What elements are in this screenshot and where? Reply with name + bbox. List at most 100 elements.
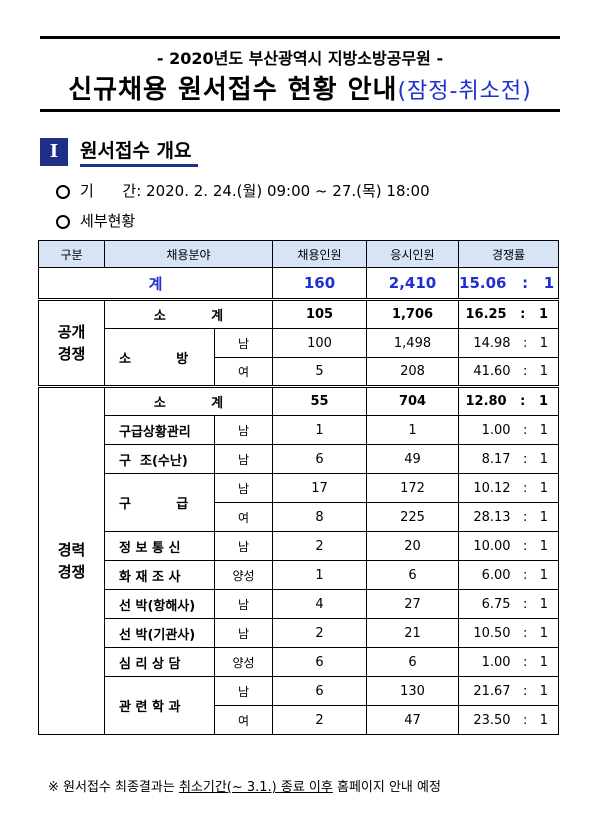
gender-cell: 양성 (213, 647, 274, 677)
apply-cell: 20 (366, 531, 460, 561)
bullet-period: 기 간: 2020. 2. 24.(월) 09:00 ~ 27.(목) 18:0… (56, 180, 430, 201)
ratio-cell: 1.00 : 1 (458, 415, 560, 445)
title-box: - 2020년도 부산광역시 지방소방공무원 - 신규채용 원서접수 현황 안내… (40, 36, 560, 112)
table-row: 정 보 통 신 남 2 20 10.00 : 1 (39, 531, 560, 561)
apply-cell: 225 (366, 502, 460, 532)
footer-prefix: ※ 원서접수 최종결과는 (48, 780, 179, 795)
hire-cell: 1 (272, 560, 368, 590)
footer-suffix: 홈페이지 안내 예정 (332, 780, 441, 795)
field-cell: 화 재 조 사 (104, 560, 215, 590)
gender-cell: 남 (213, 415, 274, 445)
table-row: 선 박(기관사) 남 2 21 10.50 : 1 (39, 618, 560, 648)
table-row: 여 8 225 28.13 : 1 (39, 502, 560, 532)
ratio-cell: 6.75 : 1 (458, 589, 560, 619)
field-firefighting: 소 방 (104, 328, 215, 387)
hire-cell: 100 (272, 328, 368, 358)
hire-cell: 1 (272, 415, 368, 445)
table-row: 구 조(수난) 남 6 49 8.17 : 1 (39, 444, 560, 474)
gender-cell: 남 (213, 531, 274, 561)
table-row: 여 5 208 41.60 : 1 (39, 357, 560, 388)
table-header-row: 구분 채용분야 채용인원 응시인원 경쟁률 (38, 240, 560, 268)
hire-cell: 17 (272, 473, 368, 503)
gender-cell: 남 (213, 473, 274, 503)
apply-cell: 208 (366, 357, 460, 387)
field-cell: 구 급 (104, 473, 215, 532)
gender-cell: 남 (213, 676, 274, 706)
gender-cell: 남 (213, 589, 274, 619)
header-apply: 응시인원 (366, 240, 460, 268)
apply-cell: 1,498 (366, 328, 460, 358)
circle-bullet-icon (56, 214, 70, 229)
field-cell: 선 박(항해사) (104, 589, 215, 619)
page-title: 신규채용 원서접수 현황 안내(잠정-취소전) (40, 69, 560, 106)
table-row: 여 2 47 23.50 : 1 (39, 705, 560, 735)
apply-cell: 6 (366, 647, 460, 677)
apply-cell: 49 (366, 444, 460, 474)
apply-cell: 172 (366, 473, 460, 503)
ratio-cell: 10.00 : 1 (458, 531, 560, 561)
total-label: 계 (37, 267, 274, 301)
apply-cell: 1 (366, 415, 460, 445)
apply-cell: 21 (366, 618, 460, 648)
table-row: 선 박(항해사) 남 4 27 6.75 : 1 (39, 589, 560, 619)
career-subtotal-ratio: 12.80 : 1 (458, 385, 560, 416)
ratio-cell: 6.00 : 1 (458, 560, 560, 590)
ratio-cell: 1.00 : 1 (458, 647, 560, 677)
gender-cell: 남 (213, 444, 274, 474)
hire-cell: 6 (272, 676, 368, 706)
apply-cell: 130 (366, 676, 460, 706)
career-subtotal-label: 소 계 (103, 385, 274, 416)
table-row: 심 리 상 담 양성 6 6 1.00 : 1 (39, 647, 560, 677)
hire-cell: 2 (272, 705, 368, 735)
header-field: 채용분야 (103, 240, 274, 268)
gender-cell: 남 (213, 618, 274, 648)
total-row: 계 160 2,410 15.06 : 1 (37, 267, 560, 301)
gender-cell: 여 (213, 502, 274, 532)
field-cell: 심 리 상 담 (104, 647, 215, 677)
hire-cell: 2 (272, 618, 368, 648)
recruitment-table: 구분 채용분야 채용인원 응시인원 경쟁률 계 160 2,410 15.06 … (37, 240, 560, 735)
hire-cell: 6 (272, 647, 368, 677)
ratio-cell: 14.98 : 1 (458, 328, 560, 358)
hire-cell: 6 (272, 444, 368, 474)
hire-cell: 5 (272, 357, 368, 387)
ratio-cell: 28.13 : 1 (458, 502, 560, 532)
open-subtotal-hire: 105 (272, 299, 368, 329)
career-subtotal-apply: 704 (366, 385, 460, 416)
gender-cell: 여 (213, 705, 274, 735)
field-cell: 정 보 통 신 (104, 531, 215, 561)
open-subtotal-apply: 1,706 (366, 299, 460, 329)
total-hire: 160 (272, 267, 368, 301)
table-row: 경력 경쟁 소 계 55 704 12.80 : 1 (38, 385, 560, 735)
open-competition-label: 공개 경쟁 (38, 299, 105, 387)
field-cell: 구 조(수난) (104, 444, 215, 474)
table-row: 소 방 남 100 1,498 14.98 : 1 (39, 328, 560, 387)
career-subtotal-hire: 55 (272, 385, 368, 416)
apply-cell: 27 (366, 589, 460, 619)
table-row: 공개 경쟁 소 계 105 1,706 16.25 : 1 (38, 299, 560, 387)
total-ratio: 15.06 : 1 (458, 267, 560, 301)
footer-underlined: 취소기간(~ 3.1.) 종료 이후 (178, 780, 333, 795)
career-competition-label: 경력 경쟁 (38, 385, 105, 735)
header-ratio: 경쟁률 (458, 240, 560, 268)
page-subtitle: - 2020년도 부산광역시 지방소방공무원 - (156, 49, 444, 68)
open-subtotal-ratio: 16.25 : 1 (458, 299, 560, 329)
ratio-cell: 21.67 : 1 (458, 676, 560, 706)
gender-cell: 양성 (213, 560, 274, 590)
table-row: 구 급 남 17 172 10.12 : 1 (39, 473, 560, 532)
bullet-detail: 세부현황 (56, 210, 135, 231)
table-row: 관 련 학 과 남 6 130 21.67 : 1 (39, 676, 560, 735)
apply-cell: 47 (366, 705, 460, 735)
ratio-cell: 10.12 : 1 (458, 473, 560, 503)
ratio-cell: 41.60 : 1 (458, 357, 560, 388)
circle-bullet-icon (56, 184, 70, 199)
hire-cell: 2 (272, 531, 368, 561)
footer-note: ※ 원서접수 최종결과는 취소기간(~ 3.1.) 종료 이후 홈페이지 안내 … (48, 776, 441, 795)
table-row: 구급상황관리 남 1 1 1.00 : 1 (39, 415, 560, 445)
section-numeral: I (40, 138, 68, 166)
page-title-main: 신규채용 원서접수 현황 안내 (68, 75, 398, 105)
open-subtotal-label: 소 계 (103, 299, 274, 329)
apply-cell: 6 (366, 560, 460, 590)
hire-cell: 4 (272, 589, 368, 619)
header-category: 구분 (38, 240, 105, 268)
